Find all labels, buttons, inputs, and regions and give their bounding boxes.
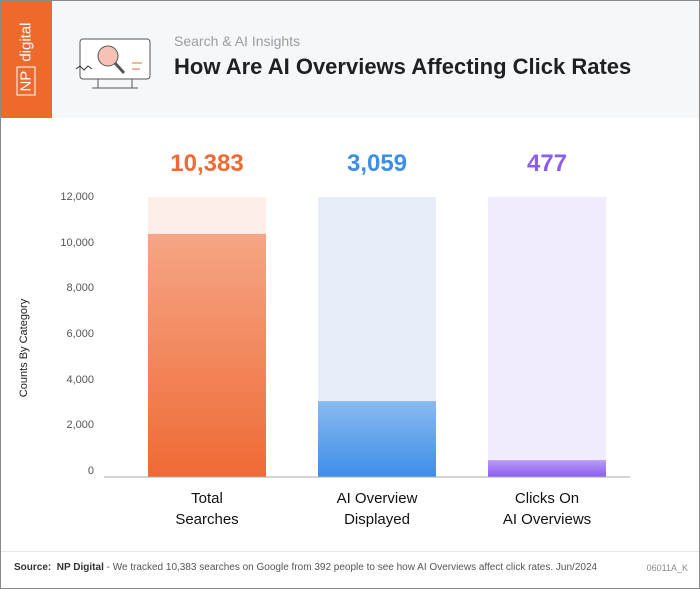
- x-tick-label-line: Searches: [175, 511, 239, 528]
- source-note: Source: NP Digital - We tracked 10,383 s…: [14, 562, 597, 573]
- data-label: 10,383: [170, 150, 244, 177]
- x-tick-label-line: Total: [191, 490, 223, 507]
- np-digital-logo: NPdigital: [1, 1, 52, 118]
- x-tick-label-line: AI Overviews: [502, 511, 592, 528]
- x-tick-label-line: Displayed: [344, 511, 410, 528]
- source-label: Source:: [14, 562, 52, 573]
- y-tick-label: 8,000: [66, 282, 94, 295]
- y-tick-label: 10,000: [60, 236, 94, 249]
- footer-divider: [1, 551, 699, 552]
- x-tick-label-line: AI Overview: [336, 490, 418, 507]
- data-label: 477: [526, 150, 568, 177]
- y-tick-label: 2,000: [66, 419, 94, 432]
- data-label: 3,059: [346, 150, 408, 177]
- x-tick-label: Clicks On AI Overviews: [472, 488, 622, 530]
- bar: [488, 460, 606, 477]
- y-tick-label: 4,000: [66, 373, 94, 386]
- y-tick-label: 0: [87, 465, 94, 477]
- bar-background: [488, 197, 606, 477]
- y-tick-label: 6,000: [66, 328, 94, 340]
- source-text: - We tracked 10,383 searches on Google f…: [103, 562, 598, 573]
- y-tick-label: 12,000: [60, 191, 94, 203]
- x-tick-label: AI Overview Displayed: [302, 488, 452, 530]
- x-tick-label-line: Clicks On: [514, 490, 580, 507]
- monitor-search-icon: [75, 38, 151, 89]
- bar: [148, 233, 266, 477]
- bar: [318, 401, 436, 477]
- x-tick-label: Total Searches: [132, 488, 282, 530]
- chart-title: How Are AI Overviews Affecting Click Rat…: [174, 54, 632, 79]
- chart-subtitle: Search & AI Insights: [174, 33, 301, 49]
- source-name: NP Digital: [56, 562, 104, 573]
- chart-code: 06011A_K: [646, 563, 688, 573]
